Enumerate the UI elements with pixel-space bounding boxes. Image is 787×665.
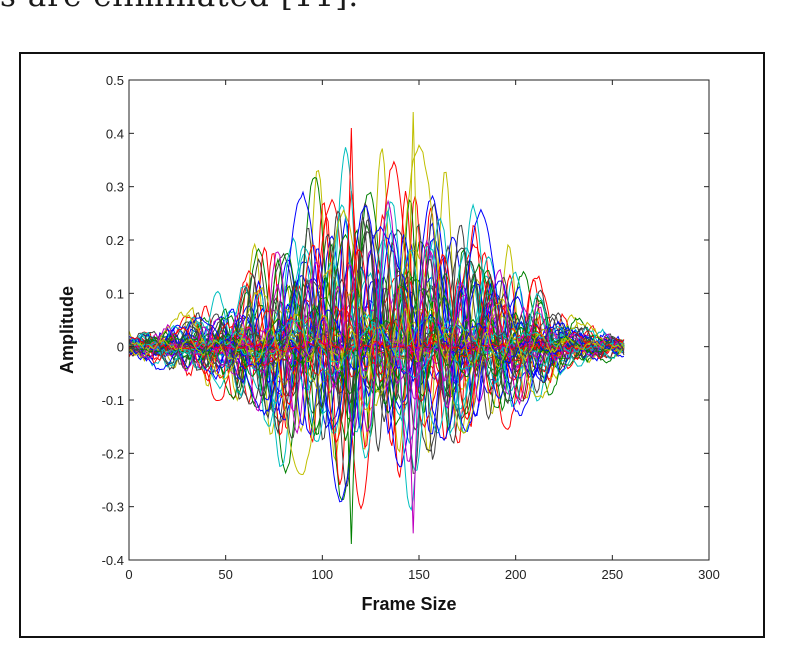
series-line: [128, 199, 625, 463]
x-axis-label: Frame Size: [361, 594, 456, 614]
series-line: [128, 143, 625, 476]
x-tick-label: 100: [311, 567, 333, 582]
plot-lines: [128, 111, 625, 545]
x-tick-label: 250: [601, 567, 623, 582]
series-line: [128, 249, 624, 436]
x-tick-label: 150: [408, 567, 430, 582]
y-tick-label: 0: [117, 340, 124, 355]
series-line: [128, 244, 625, 445]
y-tick-label: -0.1: [102, 393, 124, 408]
x-tick-label: 200: [505, 567, 527, 582]
series-line: [128, 230, 625, 425]
series-line: [128, 318, 625, 368]
y-tick-label: 0.3: [106, 180, 124, 195]
y-tick-label: -0.2: [102, 446, 124, 461]
y-tick-label: 0.1: [106, 286, 124, 301]
y-tick-label: 0.4: [106, 126, 124, 141]
series-line: [128, 210, 625, 474]
series-line: [128, 288, 625, 395]
x-tick-label: 50: [218, 567, 232, 582]
y-tick-label: -0.3: [102, 500, 124, 515]
y-axis-label: Amplitude: [57, 286, 77, 374]
series-line: [128, 190, 625, 503]
ticks: 0 50 100 150 200 250 300 -0.4 -0.3 -0.2 -0.1 0 0.1 0.…: [102, 73, 720, 582]
peak-line: [345, 346, 358, 545]
peak-line: [345, 127, 358, 347]
x-tick-label: 300: [698, 567, 720, 582]
caption-fragment: s are eliminated [11].: [0, 0, 359, 14]
waveform-chart: 0 50 100 150 200 250 300 -0.4 -0.3 -0.2 -0.1 0 0.1 0.…: [57, 73, 720, 614]
peak-line: [406, 346, 420, 534]
peak-line: [406, 111, 420, 347]
series-line: [128, 201, 625, 472]
y-tick-label: 0.2: [106, 233, 124, 248]
figure-frame: 0 50 100 150 200 250 300 -0.4 -0.3 -0.2 -0.1 0 0.1 0.…: [19, 52, 765, 638]
y-tick-label: 0.5: [106, 73, 124, 88]
x-tick-label: 0: [125, 567, 132, 582]
y-tick-label: -0.4: [102, 553, 124, 568]
